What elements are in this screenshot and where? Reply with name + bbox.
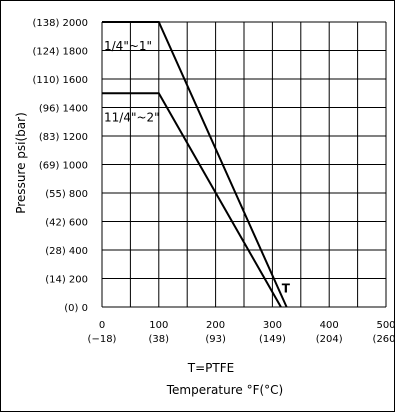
series-labels: 1/4"~1" 11/4"~2" (104, 39, 160, 124)
series-label-2: 11/4"~2" (104, 110, 160, 124)
y-axis-label: Pressure psi(bar) (14, 112, 28, 214)
x-tick-label-c: (38) (149, 334, 170, 345)
y-tick-label: (124) 1800 (32, 47, 88, 58)
y-tick-labels: (0) 0 (14) 200 (28) 400 (42) 600 (55) 800 (69… (32, 18, 88, 314)
x-tick-label-f: 400 (320, 320, 339, 331)
x-tick-label-f: 300 (263, 320, 282, 331)
y-tick-label: (69) 1000 (39, 161, 88, 172)
x-tick-label-c: (93) (205, 334, 226, 345)
x-tick-labels: 0 (−18) 100 (38) 200 (93) 300 (149) 400 (204) 500 (… (88, 320, 395, 345)
y-tick-label: (42) 600 (45, 218, 88, 229)
x-tick-label-c: (149) (259, 334, 286, 345)
x-tick-label-c: (−18) (88, 334, 117, 345)
series-line-2 (102, 92, 282, 308)
chart-subtitle: T=PTFE (187, 361, 234, 375)
ptfe-annotation: T (282, 281, 291, 295)
x-axis-label: Temperature °F(°C) (166, 383, 283, 397)
x-tick-label-f: 0 (99, 320, 105, 331)
series-label-1: 1/4"~1" (104, 39, 152, 53)
x-tick-label-f: 100 (149, 320, 168, 331)
grid (101, 21, 387, 308)
y-tick-label: (28) 400 (45, 246, 88, 257)
y-tick-label: (0) 0 (64, 303, 88, 314)
y-tick-label: (55) 800 (45, 189, 88, 200)
y-tick-label: (83) 1200 (39, 132, 88, 143)
y-tick-label: (110) 1600 (32, 75, 88, 86)
y-tick-label: (14) 200 (45, 275, 88, 286)
series-lines (102, 21, 288, 308)
series-line-1 (102, 21, 288, 308)
x-tick-label-f: 200 (206, 320, 225, 331)
x-tick-label-c: (204) (316, 334, 343, 345)
y-tick-label: (138) 2000 (32, 18, 88, 29)
x-tick-label-c: (260) (373, 334, 395, 345)
x-tick-label-f: 500 (376, 320, 395, 331)
y-tick-label: (96) 1400 (39, 104, 88, 115)
